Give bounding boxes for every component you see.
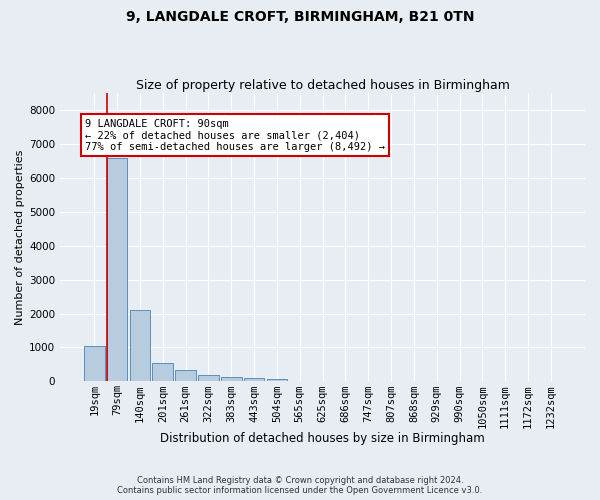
Bar xyxy=(175,370,196,382)
Title: Size of property relative to detached houses in Birmingham: Size of property relative to detached ho… xyxy=(136,79,509,92)
Bar xyxy=(84,346,104,382)
Bar xyxy=(244,378,265,382)
Bar xyxy=(198,375,219,382)
Bar xyxy=(221,376,242,382)
Bar xyxy=(152,362,173,382)
Text: Contains HM Land Registry data © Crown copyright and database right 2024.
Contai: Contains HM Land Registry data © Crown c… xyxy=(118,476,482,495)
Bar xyxy=(266,380,287,382)
Text: 9 LANGDALE CROFT: 90sqm
← 22% of detached houses are smaller (2,404)
77% of semi: 9 LANGDALE CROFT: 90sqm ← 22% of detache… xyxy=(85,118,385,152)
Bar xyxy=(107,158,127,382)
Text: 9, LANGDALE CROFT, BIRMINGHAM, B21 0TN: 9, LANGDALE CROFT, BIRMINGHAM, B21 0TN xyxy=(126,10,474,24)
X-axis label: Distribution of detached houses by size in Birmingham: Distribution of detached houses by size … xyxy=(160,432,485,445)
Bar xyxy=(130,310,150,382)
Y-axis label: Number of detached properties: Number of detached properties xyxy=(15,150,25,325)
